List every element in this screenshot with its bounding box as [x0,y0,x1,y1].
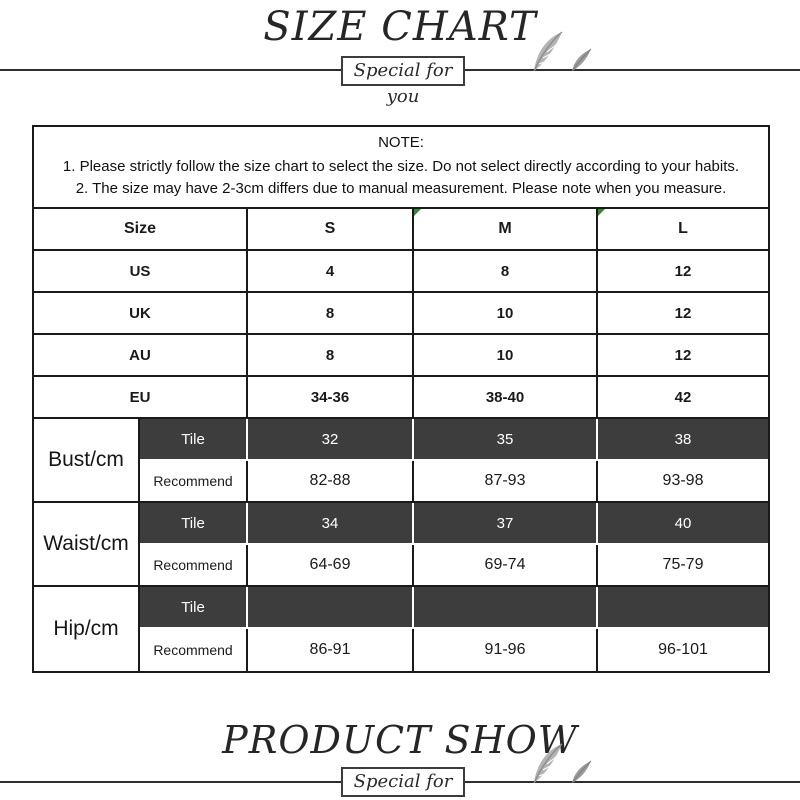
table-row-waist-tile: Waist/cm Tile 34 37 40 [34,503,769,587]
column-header-m: M [414,209,599,251]
feather-icon [533,743,592,784]
section-label-waist: Waist/cm [34,503,140,587]
waist-recommend-l: 75-79 [598,545,769,587]
size-table: Size S M L US 4 8 12 UK 8 10 12 AU 8 1 [32,207,771,673]
table-header-row: Size S M L [34,209,769,251]
table-row-bust-tile: Bust/cm Tile 32 35 38 [34,419,769,503]
table-row-au: AU 8 10 12 [34,335,769,377]
row-label-au: AU [34,335,249,377]
note-box: NOTE: 1. Please strictly follow the size… [32,125,770,207]
hip-tile-s [248,587,415,629]
au-l-value: 12 [598,335,769,377]
page-title: SIZE CHART [263,4,537,50]
column-header-m-label: M [498,220,512,237]
column-header-l: L [598,209,769,251]
uk-l-value: 12 [598,293,769,335]
bust-tile-m: 35 [414,419,599,461]
waist-tile-m: 37 [414,503,599,545]
eu-l-value: 42 [598,377,769,419]
bust-tile-l: 38 [598,419,769,461]
column-header-s: S [248,209,415,251]
table-row-bust-recommend: Recommend 82-88 87-93 93-98 [34,461,769,503]
feather-icon [533,31,592,72]
eu-m-value: 38-40 [414,377,599,419]
waist-tile-s: 34 [248,503,415,545]
note-line-1: 1. Please strictly follow the size chart… [62,158,740,175]
note-line-2: 2. The size may have 2-3cm differs due t… [75,180,727,197]
header-ribbon: Special for you [341,56,465,107]
hip-recommend-l: 96-101 [658,641,708,658]
bust-recommend-label: Recommend [140,461,249,503]
cell-flag-icon [414,209,422,216]
row-label-us: US [34,251,249,293]
bust-recommend-s: 82-88 [248,461,415,503]
waist-tile-l: 40 [598,503,769,545]
waist-tile-label: Tile [140,503,249,545]
hip-tile-label: Tile [140,587,249,629]
hip-recommend-label: Recommend [140,629,249,671]
eu-s-value: 34-36 [248,377,415,419]
us-m-value: 8 [414,251,599,293]
uk-m-value: 10 [414,293,599,335]
au-s-value: 8 [248,335,415,377]
column-header-l-label: L [678,220,688,237]
table-row-waist-recommend: Recommend 64-69 69-74 75-79 [34,545,769,587]
section-label-bust: Bust/cm [34,419,140,503]
au-m-value: 10 [414,335,599,377]
row-label-eu: EU [34,377,249,419]
section-label-hip: Hip/cm [34,587,140,671]
waist-recommend-s: 64-69 [248,545,415,587]
table-row-eu: EU 34-36 38-40 42 [34,377,769,419]
table-row-hip-tile: Hip/cm Tile [34,587,769,671]
table-row-uk: UK 8 10 12 [34,293,769,335]
waist-recommend-m: 69-74 [414,545,599,587]
bust-tile-label: Tile [140,419,249,461]
note-heading: NOTE: [378,134,424,151]
row-label-uk: UK [34,293,249,335]
table-row-us: US 4 8 12 [34,251,769,293]
table-row-hip-recommend: Recommend 86-91 91-96 96-101 [34,629,768,671]
uk-s-value: 8 [248,293,415,335]
cell-flag-icon [598,209,606,216]
hip-tile-m [414,587,599,629]
bust-recommend-l: 93-98 [598,461,769,503]
footer-title: PRODUCT SHOW [222,718,578,762]
hip-recommend-s: 86-91 [248,629,415,671]
size-header-cell: Size [34,209,249,251]
us-s-value: 4 [248,251,415,293]
footer-ribbon: Special for you [341,767,465,800]
hip-tile-l [598,587,769,629]
us-l-value: 12 [598,251,769,293]
bust-recommend-m: 87-93 [414,461,599,503]
waist-recommend-label: Recommend [140,545,249,587]
hip-recommend-m: 91-96 [414,629,599,671]
bust-tile-s: 32 [248,419,415,461]
